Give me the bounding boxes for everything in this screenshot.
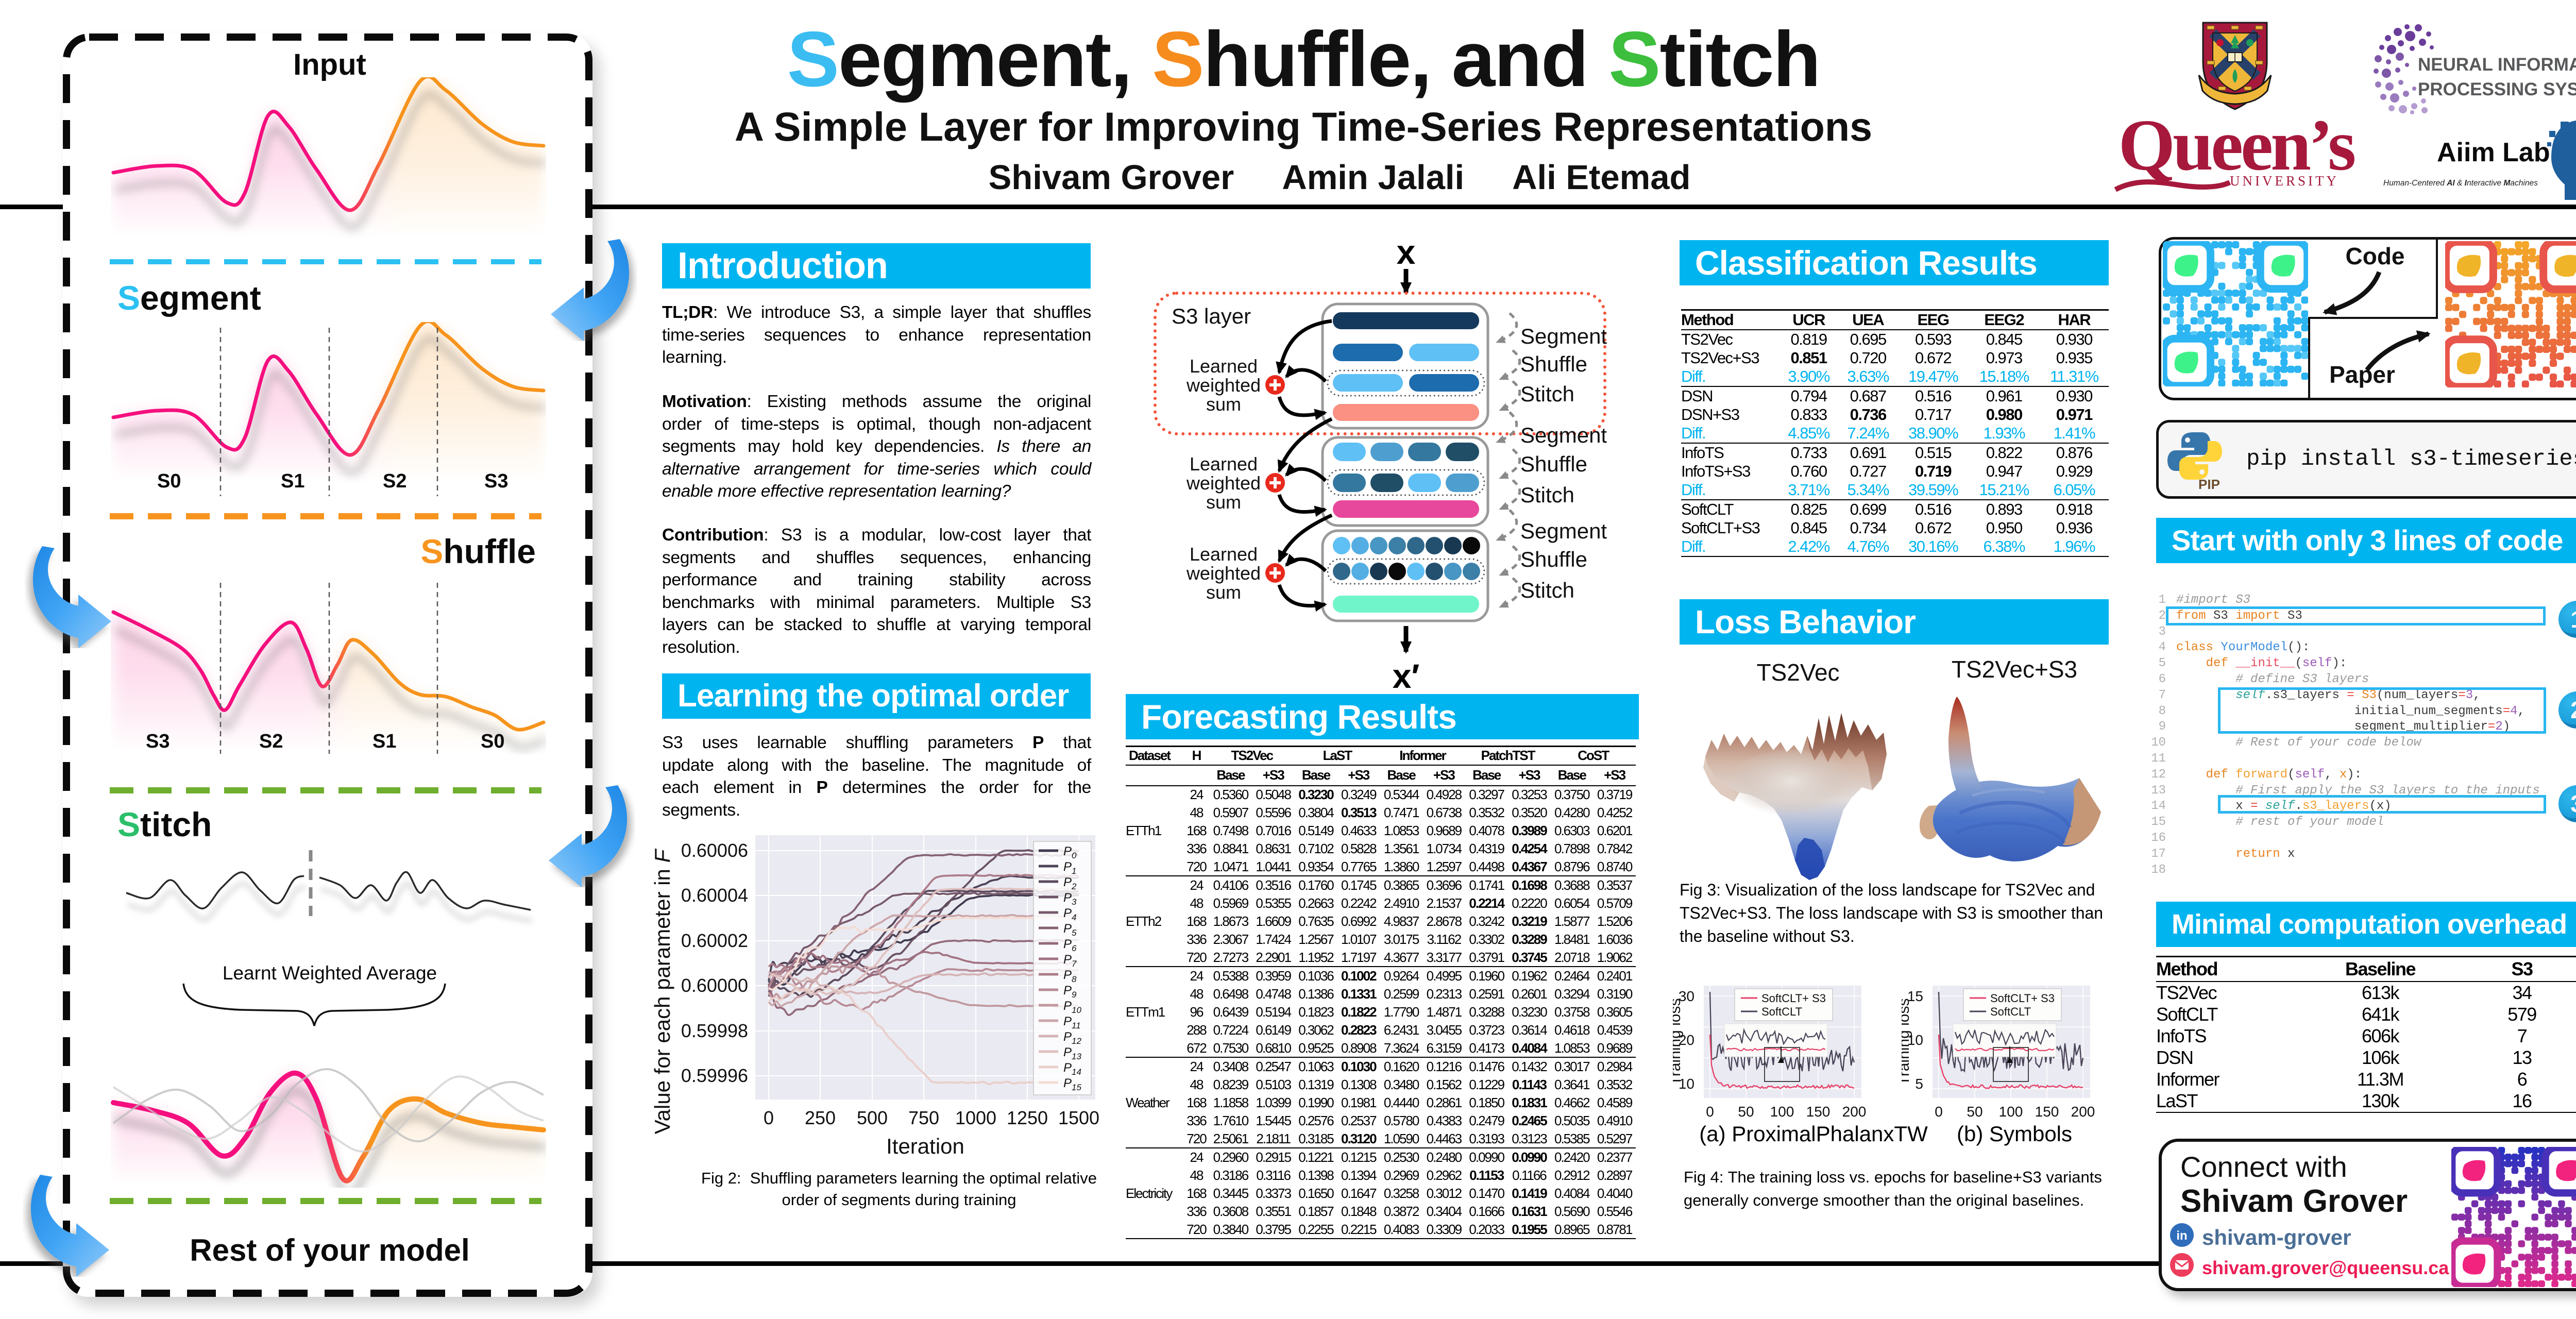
svg-text:Segment: Segment (1520, 324, 1607, 348)
svg-text:1250: 1250 (1007, 1107, 1048, 1128)
svg-text:SoftCLT+ S3: SoftCLT+ S3 (1990, 992, 2055, 1005)
svg-text:0.60004: 0.60004 (681, 885, 748, 906)
svg-text:x: x (1397, 233, 1416, 271)
svg-text:Learned: Learned (1190, 453, 1258, 475)
svg-text:S2: S2 (259, 731, 283, 752)
svg-text:0: 0 (764, 1107, 774, 1128)
svg-text:S2: S2 (383, 470, 406, 492)
svg-text:Learned: Learned (1190, 544, 1258, 565)
svg-text:S1: S1 (372, 731, 396, 752)
svg-text:50: 50 (1967, 1104, 1982, 1120)
svg-text:PIP: PIP (2198, 477, 2220, 491)
svg-text:100: 100 (1770, 1104, 1794, 1120)
svg-text:Training loss: Training loss (1673, 999, 1684, 1086)
svg-text:Learned: Learned (1190, 356, 1258, 377)
svg-text:Iteration: Iteration (886, 1134, 964, 1158)
svg-text:10: 10 (1679, 1076, 1694, 1092)
svg-text:S1: S1 (281, 470, 304, 492)
svg-text:0.59998: 0.59998 (681, 1020, 748, 1041)
svg-text:Stitch: Stitch (1520, 578, 1574, 602)
svg-text:Stitch: Stitch (1520, 483, 1574, 507)
svg-text:S0: S0 (481, 731, 504, 752)
svg-text:sum: sum (1206, 492, 1241, 513)
svg-text:P8: P8 (1063, 968, 1077, 984)
svg-text:P3: P3 (1063, 891, 1077, 907)
svg-text:SoftCLT: SoftCLT (1990, 1005, 2031, 1018)
svg-text:S3: S3 (146, 731, 170, 752)
svg-text:Shuffle: Shuffle (1520, 547, 1587, 571)
svg-text:750: 750 (908, 1107, 939, 1128)
svg-text:0.59996: 0.59996 (681, 1065, 748, 1086)
svg-text:S3 layer: S3 layer (1172, 304, 1251, 328)
svg-text:200: 200 (1842, 1104, 1867, 1120)
svg-text:0.60000: 0.60000 (681, 975, 748, 996)
svg-text:weighted: weighted (1186, 472, 1261, 494)
svg-text:SoftCLT: SoftCLT (1761, 1005, 1802, 1018)
svg-text:150: 150 (1806, 1104, 1831, 1120)
svg-text:0: 0 (1706, 1104, 1714, 1120)
svg-text:5: 5 (1915, 1076, 1923, 1092)
svg-text:SoftCLT+ S3: SoftCLT+ S3 (1761, 992, 1826, 1005)
svg-text:x′: x′ (1393, 657, 1420, 695)
svg-text:sum: sum (1206, 394, 1241, 415)
svg-text:S0: S0 (157, 470, 181, 492)
svg-text:15: 15 (1907, 988, 1923, 1004)
svg-text:150: 150 (2035, 1104, 2059, 1120)
svg-text:Segment: Segment (1520, 423, 1607, 447)
svg-text:1000: 1000 (955, 1107, 996, 1128)
svg-text:200: 200 (2071, 1104, 2095, 1120)
svg-text:30: 30 (1679, 988, 1694, 1004)
svg-text:500: 500 (857, 1107, 888, 1128)
svg-text:0.60002: 0.60002 (681, 930, 748, 951)
svg-text:S3: S3 (484, 470, 508, 492)
svg-text:20: 20 (1679, 1032, 1694, 1048)
svg-text:weighted: weighted (1186, 375, 1261, 396)
svg-text:sum: sum (1206, 582, 1241, 603)
svg-text:50: 50 (1738, 1104, 1754, 1120)
svg-text:10: 10 (1907, 1032, 1923, 1048)
svg-text:1500: 1500 (1058, 1107, 1099, 1128)
svg-text:P14: P14 (1063, 1061, 1081, 1077)
svg-text:Shuffle: Shuffle (1520, 452, 1587, 476)
svg-text:Segment: Segment (1520, 519, 1607, 543)
svg-text:in: in (2176, 1229, 2187, 1243)
svg-text:250: 250 (805, 1107, 836, 1128)
svg-text:0.60006: 0.60006 (681, 840, 748, 861)
svg-text:0: 0 (1935, 1104, 1943, 1120)
svg-text:weighted: weighted (1186, 563, 1261, 584)
svg-text:Training loss: Training loss (1902, 999, 1912, 1086)
svg-text:100: 100 (1999, 1104, 2023, 1120)
svg-text:Stitch: Stitch (1520, 382, 1574, 406)
svg-text:Shuffle: Shuffle (1520, 352, 1587, 376)
svg-text:P4: P4 (1063, 906, 1076, 922)
